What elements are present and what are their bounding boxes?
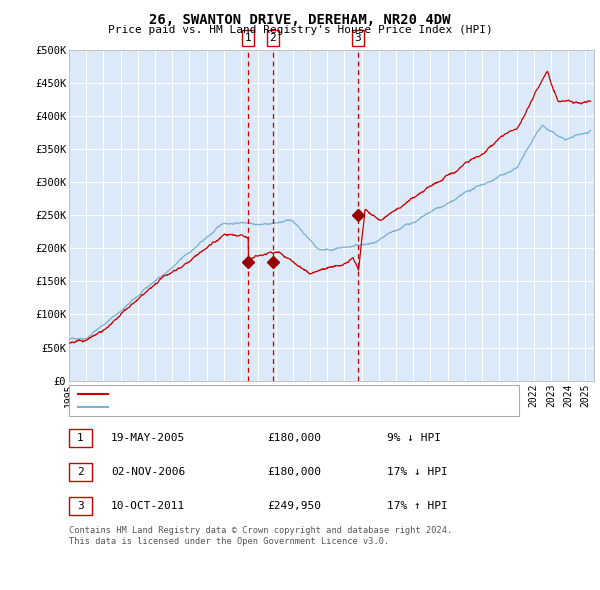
Text: 1: 1	[244, 33, 251, 43]
Text: 19-MAY-2005: 19-MAY-2005	[111, 433, 185, 442]
Text: 26, SWANTON DRIVE, DEREHAM, NR20 4DW (detached house): 26, SWANTON DRIVE, DEREHAM, NR20 4DW (de…	[113, 389, 424, 399]
Text: 3: 3	[77, 502, 84, 511]
Text: 17% ↓ HPI: 17% ↓ HPI	[387, 467, 448, 477]
Text: HPI: Average price, detached house, Breckland: HPI: Average price, detached house, Brec…	[113, 402, 377, 412]
Text: 2: 2	[77, 467, 84, 477]
Text: £180,000: £180,000	[267, 433, 321, 442]
Text: 10-OCT-2011: 10-OCT-2011	[111, 502, 185, 511]
Text: 3: 3	[355, 33, 361, 43]
Text: £180,000: £180,000	[267, 467, 321, 477]
Text: 2: 2	[269, 33, 276, 43]
Text: 26, SWANTON DRIVE, DEREHAM, NR20 4DW: 26, SWANTON DRIVE, DEREHAM, NR20 4DW	[149, 13, 451, 27]
Text: 17% ↑ HPI: 17% ↑ HPI	[387, 502, 448, 511]
Text: £249,950: £249,950	[267, 502, 321, 511]
Text: 1: 1	[77, 433, 84, 442]
Text: Price paid vs. HM Land Registry's House Price Index (HPI): Price paid vs. HM Land Registry's House …	[107, 25, 493, 35]
Text: Contains HM Land Registry data © Crown copyright and database right 2024.
This d: Contains HM Land Registry data © Crown c…	[69, 526, 452, 546]
Text: 9% ↓ HPI: 9% ↓ HPI	[387, 433, 441, 442]
Text: 02-NOV-2006: 02-NOV-2006	[111, 467, 185, 477]
